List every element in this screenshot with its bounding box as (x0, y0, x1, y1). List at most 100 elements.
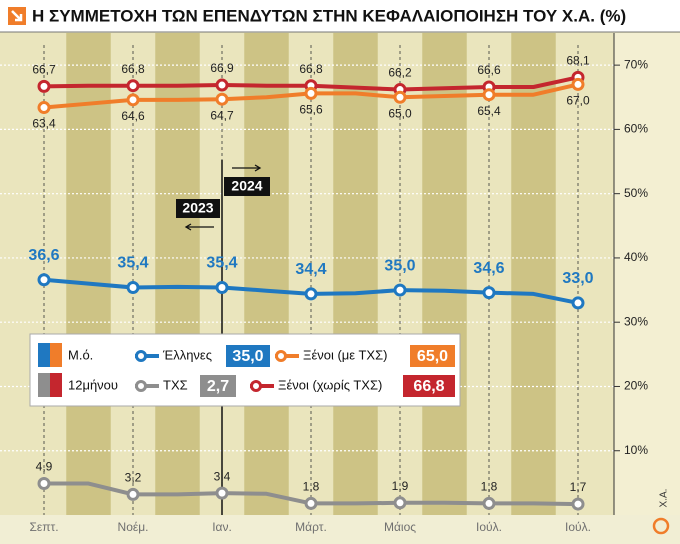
data-point (37, 273, 51, 287)
data-point (482, 88, 496, 102)
legend-average: 66,8 (413, 378, 444, 395)
data-point (482, 286, 496, 300)
data-label: 64,7 (210, 108, 234, 122)
x-tick-label: Σεπτ. (29, 520, 58, 534)
data-label: 33,0 (562, 270, 593, 287)
data-point (215, 280, 229, 294)
data-label: 1,9 (392, 479, 409, 493)
data-point (37, 477, 51, 491)
plot: 10% 20% 30% 40% 50% 60% 70% Σεπτ. Νοέμ. Ιαν. Μάρτ.… (0, 33, 680, 544)
data-point (215, 78, 229, 92)
x-tick-label: Ιούλ. (476, 520, 502, 534)
data-label: 66,8 (121, 62, 145, 76)
chart-title: Η ΣΥΜΜΕΤΟΧΗ ΤΩΝ ΕΠΕΝΔΥΤΩΝ ΣΤΗΝ ΚΕΦΑΛΑΙΟΠ… (32, 6, 626, 25)
data-label: 1,7 (570, 480, 587, 494)
legend-average-box (200, 375, 236, 397)
data-point (126, 487, 140, 501)
data-point (126, 93, 140, 107)
data-label: 3,2 (125, 471, 142, 485)
data-label: 64,6 (121, 109, 145, 123)
data-label: 66,2 (388, 66, 412, 80)
data-label: 34,6 (473, 260, 504, 277)
data-point (126, 280, 140, 294)
legend-swatch (38, 343, 50, 367)
data-point (571, 296, 585, 310)
data-point (37, 79, 51, 93)
legend-box (29, 333, 461, 407)
x-tick-label: Μάιος (384, 520, 416, 534)
data-label: 66,7 (32, 63, 56, 77)
y-tick-label: 10% (624, 443, 648, 457)
x-tick-label: Ιαν. (212, 520, 232, 534)
y-tick-label: 60% (624, 122, 648, 136)
x-tick-label: Ιούλ. (565, 520, 591, 534)
legend-label: Έλληνες (162, 347, 212, 362)
legend-heading: 12μήνου (68, 377, 118, 392)
data-point (126, 79, 140, 93)
month-band (244, 33, 289, 515)
source: Χ.Α. (659, 489, 670, 508)
axis-band (614, 33, 680, 515)
data-label: 67,0 (566, 94, 590, 108)
title-bar (0, 0, 680, 32)
data-point (482, 496, 496, 510)
data-point (393, 90, 407, 104)
data-point (393, 283, 407, 297)
legend-average-box (226, 345, 270, 367)
data-label: 65,0 (388, 106, 412, 120)
annotation: 2024 (231, 178, 262, 194)
legend-average-box (403, 375, 455, 397)
data-point (304, 496, 318, 510)
data-point (393, 496, 407, 510)
title-icon-arrow (11, 10, 23, 22)
legend-marker (135, 350, 147, 362)
y-tick-label: 70% (624, 57, 648, 71)
legend-average: 65,0 (417, 348, 448, 365)
data-label: 65,4 (477, 104, 501, 118)
legend-label: Ξένοι (με ΤΧΣ) (303, 347, 387, 362)
legend-average: 35,0 (232, 348, 263, 365)
arrow (232, 164, 262, 172)
month-band (333, 33, 378, 515)
bands (66, 33, 680, 515)
year-box (224, 177, 270, 196)
legend-marker (275, 350, 287, 362)
data-label: 66,9 (210, 61, 234, 75)
legend-swatch (50, 343, 62, 367)
data-label: 4,9 (36, 460, 53, 474)
source-logo (652, 517, 670, 535)
legend-swatch (50, 373, 62, 397)
data-point (215, 92, 229, 106)
month-band (66, 33, 111, 515)
legend-marker (250, 380, 262, 392)
legend-heading: Μ.ό. (68, 347, 93, 362)
data-label: 65,6 (299, 103, 323, 117)
legend-label: Ξένοι (χωρίς ΤΧΣ) (278, 377, 382, 392)
data-label: 68,1 (566, 54, 590, 68)
y-tick-label: 40% (624, 250, 648, 264)
month-band (155, 33, 200, 515)
y-tick-label: 50% (624, 186, 648, 200)
data-point (571, 77, 585, 91)
legend-swatch (38, 373, 50, 397)
data-label: 1,8 (303, 480, 320, 494)
y-tick-label: 20% (624, 379, 648, 393)
data-point (304, 86, 318, 100)
legend-marker (135, 380, 147, 392)
data-label: 1,8 (481, 480, 498, 494)
data-label: 36,6 (28, 247, 59, 264)
y-tick-label: 30% (624, 314, 648, 328)
x-tick-label: Μάρτ. (295, 520, 327, 534)
year-box (176, 199, 220, 218)
data-label: 66,8 (299, 62, 323, 76)
legend-average: 2,7 (207, 378, 229, 395)
legend-average-box (410, 345, 455, 367)
data-label: 35,4 (206, 255, 237, 272)
month-band (511, 33, 556, 515)
data-label: 34,4 (295, 261, 326, 278)
data-label: 3,4 (214, 469, 231, 483)
data-point (37, 101, 51, 115)
x-axis-strip (0, 515, 680, 544)
data-point (304, 287, 318, 301)
